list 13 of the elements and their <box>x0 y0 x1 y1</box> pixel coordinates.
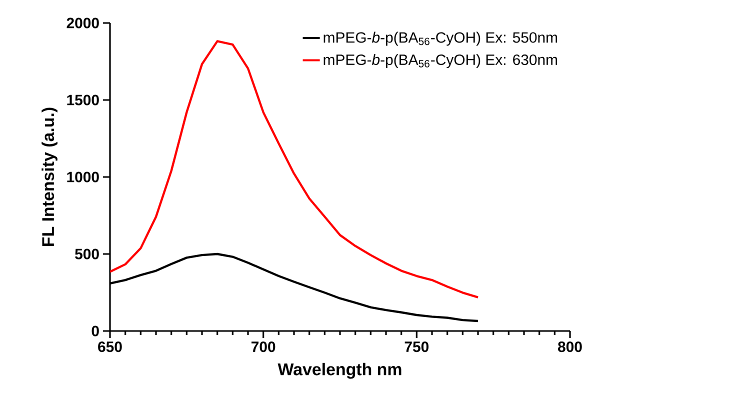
y-tick-label: 1500 <box>67 94 99 106</box>
legend-label: mPEG-b-p(BA$_{56}$-CyOH) Ex: 550nm <box>324 32 558 46</box>
y-axis-title: FL Intensity (a.u.) <box>42 108 58 246</box>
x-tick-label: 800 <box>558 341 582 352</box>
x-tick-label: 750 <box>404 341 429 352</box>
x-tick-label: 650 <box>98 341 122 352</box>
legend-label: mPEG-b-p(BA$_{56}$-CyOH) Ex: 630nm <box>324 54 558 68</box>
y-tick-label: 500 <box>75 248 99 260</box>
x-tick-label: 700 <box>252 341 276 352</box>
y-tick-label: 2000 <box>66 18 99 28</box>
y-tick-label: 0 <box>92 326 99 336</box>
x-axis-title: Wavelength nm <box>278 362 402 379</box>
y-tick-label: 1000 <box>67 172 99 182</box>
